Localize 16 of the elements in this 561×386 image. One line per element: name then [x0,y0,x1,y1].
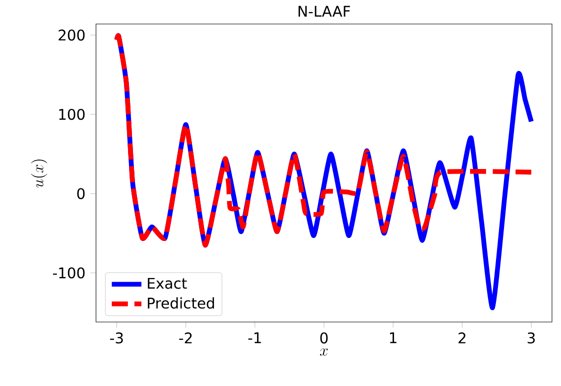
legend-label: Exact [148,278,187,289]
y-tick-label: 0 [77,188,85,200]
x-tick-label: 2 [458,332,466,344]
x-tick-label: 1 [390,332,396,344]
x-tick-label: -2 [179,332,192,344]
y-tick-label: -100 [53,267,85,278]
y-tick-label: 200 [58,30,85,41]
y-tick-label: 100 [59,108,85,120]
x-tick-label: -1 [248,332,261,344]
x-axis-title: $x$ [320,348,328,356]
y-axis-title: $u(x)$ [31,160,48,188]
chart-title: N-LAAF [298,6,350,17]
legend-label: Predicted [148,297,214,309]
x-tick-label: 3 [528,332,535,344]
x-tick-label: 0 [320,332,328,344]
x-tick-label: -3 [110,332,123,344]
